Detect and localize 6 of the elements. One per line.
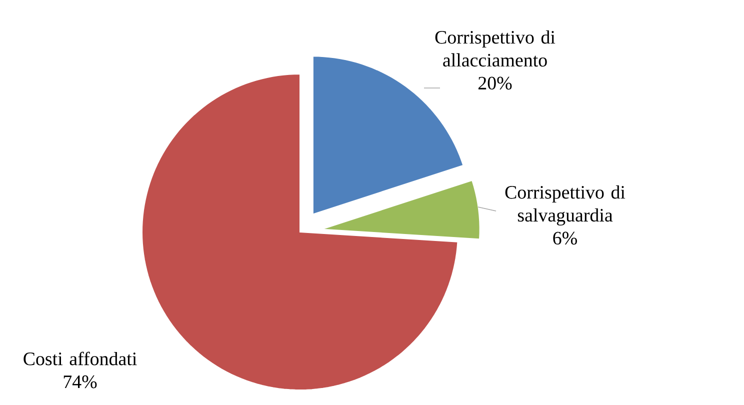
data-label: 74% [64, 375, 97, 388]
slice-label: Corrispettivo di allacciamento [435, 30, 556, 67]
slice-label: Corrispettivo di salvaguardia [505, 185, 626, 226]
data-label: 6% [553, 232, 577, 245]
slice-label: Costi affondati [24, 352, 137, 366]
data-label: 20% [478, 76, 512, 90]
